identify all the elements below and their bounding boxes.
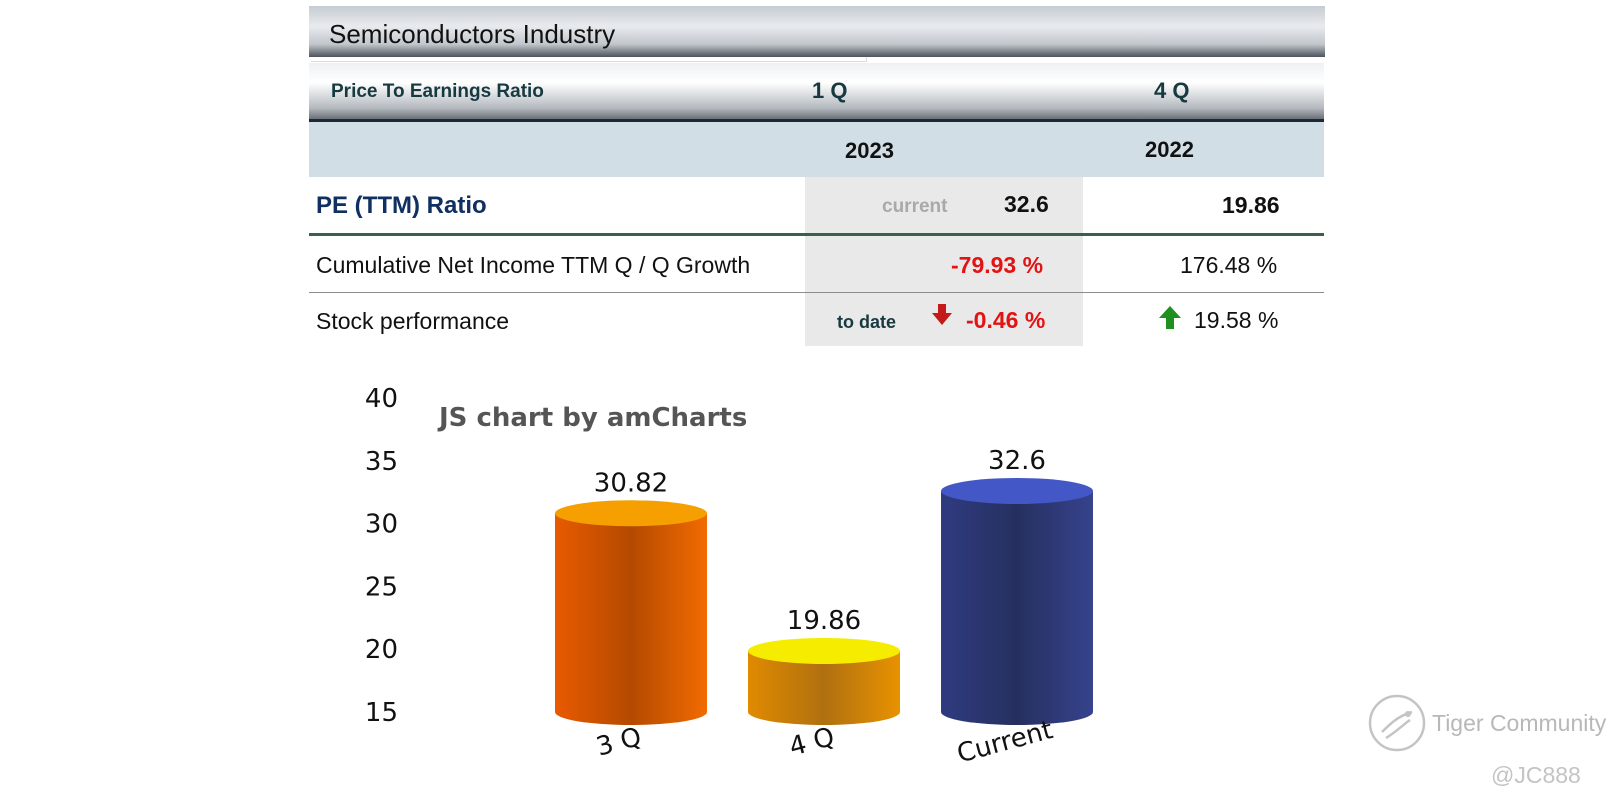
y-tick-label: 30 [365,510,398,540]
y-tick-label: 20 [365,635,398,665]
y-tick-label: 40 [365,384,398,414]
bar-value-label: 32.6 [988,446,1046,476]
stock-performance-col1: -0.46 % [966,307,1046,333]
row-divider [309,233,1324,236]
y-tick-label: 35 [365,447,398,477]
up-arrow-icon [1159,306,1181,329]
title-underline [311,57,867,62]
tiger-logo-icon [1368,694,1426,752]
chart-title: JS chart by amCharts [437,403,747,433]
bar-1 [555,500,707,725]
to-date-label: to date [837,312,897,332]
header-col2-quarter: 4 Q [1154,78,1190,103]
stock-performance-label: Stock performance [316,308,510,334]
pe-current-label: current [882,196,948,217]
down-arrow-icon [932,304,952,325]
pe-value-col2: 19.86 [1222,192,1280,218]
x-category-label: 4 Q [786,722,838,763]
industry-title-bar: Semiconductors Industry [309,6,1325,57]
y-tick-label: 15 [365,698,398,728]
table-header-row: Price To Earnings Ratio 1 Q 4 Q [309,63,1324,122]
industry-title: Semiconductors Industry [329,19,616,49]
header-label: Price To Earnings Ratio [331,81,544,102]
income-growth-col1: -79.93 % [951,252,1044,278]
bar-value-label: 19.86 [787,606,861,636]
bar-2 [748,637,900,725]
col2-year: 2022 [1145,137,1194,162]
income-growth-col2: 176.48 % [1180,252,1278,278]
pe-value-col1: 32.6 [1004,191,1049,217]
bar-value-label: 30.82 [594,468,668,498]
watermark-user: @JC888 [1491,762,1581,788]
bar-3 [941,477,1093,725]
income-growth-label: Cumulative Net Income TTM Q / Q Growth [316,252,751,278]
stock-performance-col2: 19.58 % [1194,307,1279,333]
year-row: 2023 2022 [309,122,1324,177]
x-category-label: 3 Q [593,722,645,763]
watermark-text: Tiger Community [1432,710,1607,736]
header-col1-quarter: 1 Q [812,78,848,103]
y-tick-label: 25 [365,572,398,602]
col1-year: 2023 [845,138,894,163]
pe-ratio-label: PE (TTM) Ratio [316,192,487,219]
row-divider [309,292,1324,293]
